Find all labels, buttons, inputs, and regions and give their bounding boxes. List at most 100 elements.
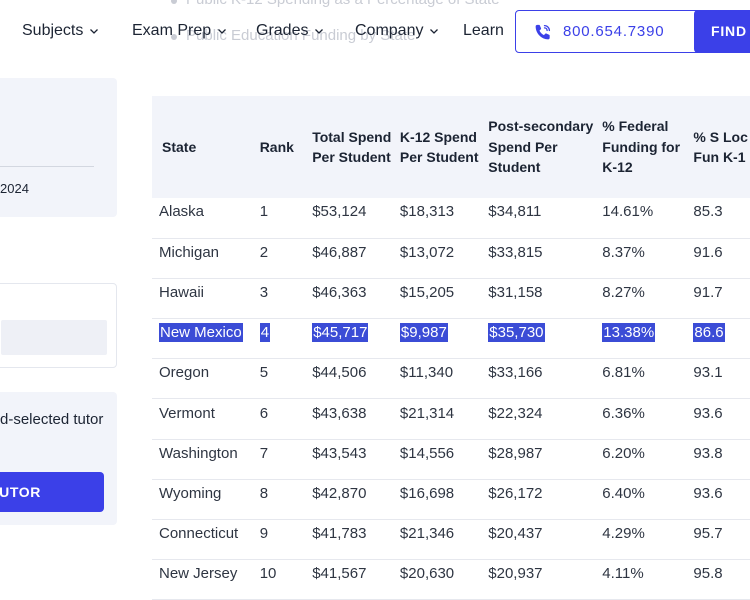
cell-text: $9,987 [399, 323, 448, 343]
cell-rank: 7 [260, 433, 313, 473]
bullet-item: Public K-12 Spending as a Percentage of … [171, 0, 646, 22]
cell-state: Connecticut [152, 514, 260, 554]
cell-text: $11,340 [399, 364, 454, 382]
header-state: State [162, 138, 197, 155]
cell-state-local: 86.6 [693, 313, 750, 353]
cell-k12: $21,346 [400, 514, 488, 554]
cell-k12: $11,340 [400, 353, 488, 393]
cell-rank: 2 [260, 232, 313, 272]
cell-total: $43,543 [312, 433, 400, 473]
cell-state: Michigan [152, 232, 260, 272]
cell-k12: $21,314 [400, 393, 488, 433]
cell-text: 6.81% [602, 364, 645, 382]
cell-postsecondary: $20,437 [488, 514, 602, 554]
cell-state: Oregon [152, 353, 260, 393]
chevron-down-icon [218, 29, 227, 34]
cell-federal: 6.20% [602, 433, 693, 473]
cell-text: $26,172 [488, 484, 543, 502]
cell-state: New Jersey [152, 554, 260, 594]
cell-text: $33,166 [488, 364, 543, 382]
cell-text: New Jersey [159, 565, 238, 583]
table-header-row: State Rank Total Spend Per Student K-12 … [152, 96, 750, 198]
cell-text: 8.27% [602, 283, 645, 301]
cell-postsecondary: $34,811 [488, 192, 602, 232]
chevron-down-icon [90, 29, 99, 34]
cell-text: $20,437 [488, 525, 543, 543]
cell-text: Vermont [159, 404, 215, 422]
cell-state-local: 95.7 [693, 514, 750, 554]
cell-text: 9 [259, 525, 269, 543]
phone-button[interactable]: 800.654.7390 [515, 10, 715, 53]
cell-k12: $14,556 [400, 433, 488, 473]
cell-text: 7 [259, 444, 269, 462]
cell-text: $43,638 [312, 404, 367, 422]
spending-table: State Rank Total Spend Per Student K-12 … [152, 96, 750, 600]
cell-state-local: 91.7 [693, 272, 750, 312]
cell-text: $33,815 [488, 243, 543, 261]
cell-total: $46,363 [312, 272, 400, 312]
cell-text: 6 [259, 404, 269, 422]
cell-state: Vermont [152, 393, 260, 433]
cell-total: $46,887 [312, 232, 400, 272]
header-state-local-funding: % S Loc Fun K-1 [693, 128, 748, 166]
cell-text: 93.6 [693, 404, 723, 422]
cell-state: Washington [152, 433, 260, 473]
cell-state: Hawaii [152, 272, 260, 312]
find-tutor-sidebar-button[interactable]: TUTOR [0, 472, 104, 512]
cell-state-local: 93.6 [693, 473, 750, 513]
background-bullet-list: Public K-12 Spending as a Percentage of … [171, 0, 646, 58]
cell-state: Alaska [152, 192, 260, 232]
cell-text: 93.6 [693, 484, 723, 502]
nav-exam-prep[interactable]: Exam Prep [132, 22, 228, 40]
cell-text: $14,556 [399, 444, 455, 462]
cell-rank: 10 [260, 554, 313, 594]
cell-total: $43,638 [312, 393, 400, 433]
table-row: Wyoming 8 $42,870 $16,698 $26,172 6.40% 93.6 [152, 479, 750, 520]
cell-k12: $13,072 [400, 232, 488, 272]
phone-icon [535, 24, 551, 39]
cell-text: $13,072 [399, 243, 455, 261]
cell-text: $20,937 [488, 565, 543, 583]
cell-state-local: 85.3 [693, 192, 750, 232]
cell-federal: 8.27% [602, 272, 693, 312]
cell-total: $45,717 [312, 313, 400, 353]
cell-postsecondary: $31,158 [488, 272, 602, 312]
cell-text: 14.61% [602, 203, 654, 221]
header-rank: Rank [259, 138, 294, 155]
cell-text: 8 [259, 484, 269, 502]
nav-label: Subjects [22, 22, 84, 39]
cell-text: $22,324 [488, 404, 543, 422]
nav-subjects[interactable]: Subjects [22, 22, 100, 40]
cell-text: Oregon [159, 364, 210, 382]
bullet-item: Public Education Funding by State [171, 22, 646, 58]
cell-text: New Mexico [159, 323, 243, 343]
cell-text: $28,987 [488, 444, 543, 462]
cell-state-local: 95.8 [693, 554, 750, 594]
cell-total: $53,124 [312, 192, 400, 232]
cell-text: $46,887 [312, 243, 367, 261]
cell-text: 95.7 [693, 525, 723, 543]
cell-text: 8.37% [602, 243, 645, 261]
nav-label: Company [355, 22, 424, 39]
cell-total: $44,506 [312, 353, 400, 393]
find-tutor-button[interactable]: FIND [694, 10, 750, 53]
nav-learn[interactable]: Learn [463, 22, 504, 40]
cell-text: Wyoming [159, 484, 222, 502]
cell-text: $46,363 [312, 283, 367, 301]
cell-text: 86.6 [693, 323, 725, 343]
cell-text: $31,158 [488, 283, 543, 301]
cell-postsecondary: $28,987 [488, 433, 602, 473]
cell-text: $34,811 [488, 203, 542, 221]
cell-federal: 8.37% [602, 232, 693, 272]
updated-date: 2024 [0, 181, 29, 196]
toc-active-item[interactable] [1, 320, 107, 355]
cell-postsecondary: $26,172 [488, 473, 602, 513]
cell-state: Wyoming [152, 473, 260, 513]
cell-text: Hawaii [159, 283, 205, 301]
nav-grades[interactable]: Grades [256, 22, 325, 40]
header-k12-spend: K-12 Spend Per Student [399, 128, 479, 166]
nav-company[interactable]: Company [355, 22, 440, 40]
header-federal-funding: % Federal Funding for K-12 [602, 118, 681, 176]
cell-text: 4.11% [602, 565, 644, 583]
cell-text: 10 [259, 565, 277, 583]
